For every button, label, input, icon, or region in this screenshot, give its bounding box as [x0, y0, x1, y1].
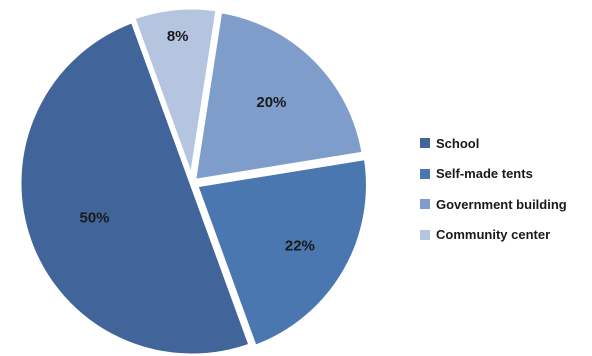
pie-slice-government-building: [190, 7, 368, 185]
legend-label-self-made-tents: Self-made tents: [436, 166, 533, 182]
legend-swatch-community-center: [420, 229, 430, 240]
pie-slice-community-center: [129, 4, 222, 181]
legend-label-government-building: Government building: [436, 196, 567, 212]
legend-item-community-center: Community center: [420, 220, 590, 251]
legend-item-school: School: [420, 128, 590, 159]
pie-slices: [16, 4, 371, 356]
data-label-community-center: 8%: [167, 28, 189, 45]
legend-item-self-made-tents: Self-made tents: [420, 159, 590, 190]
legend-label-community-center: Community center: [436, 227, 551, 243]
legend-swatch-government-building: [420, 199, 430, 210]
pie-slice-school: [16, 17, 255, 356]
legend-swatch-school: [420, 138, 430, 149]
legend-item-government-building: Government building: [420, 189, 590, 220]
pie-labels: 50% 22% 20% 8%: [79, 28, 314, 254]
pie-slice-self-made-tents: [192, 154, 371, 351]
legend-label-school: School: [436, 135, 480, 151]
legend-swatch-self-made-tents: [420, 168, 430, 179]
data-label-government-building: 20%: [256, 94, 286, 111]
data-label-school: 50%: [79, 209, 109, 226]
data-label-self-made-tents: 22%: [285, 237, 315, 254]
legend: School Self-made tents Government buildi…: [420, 128, 590, 250]
